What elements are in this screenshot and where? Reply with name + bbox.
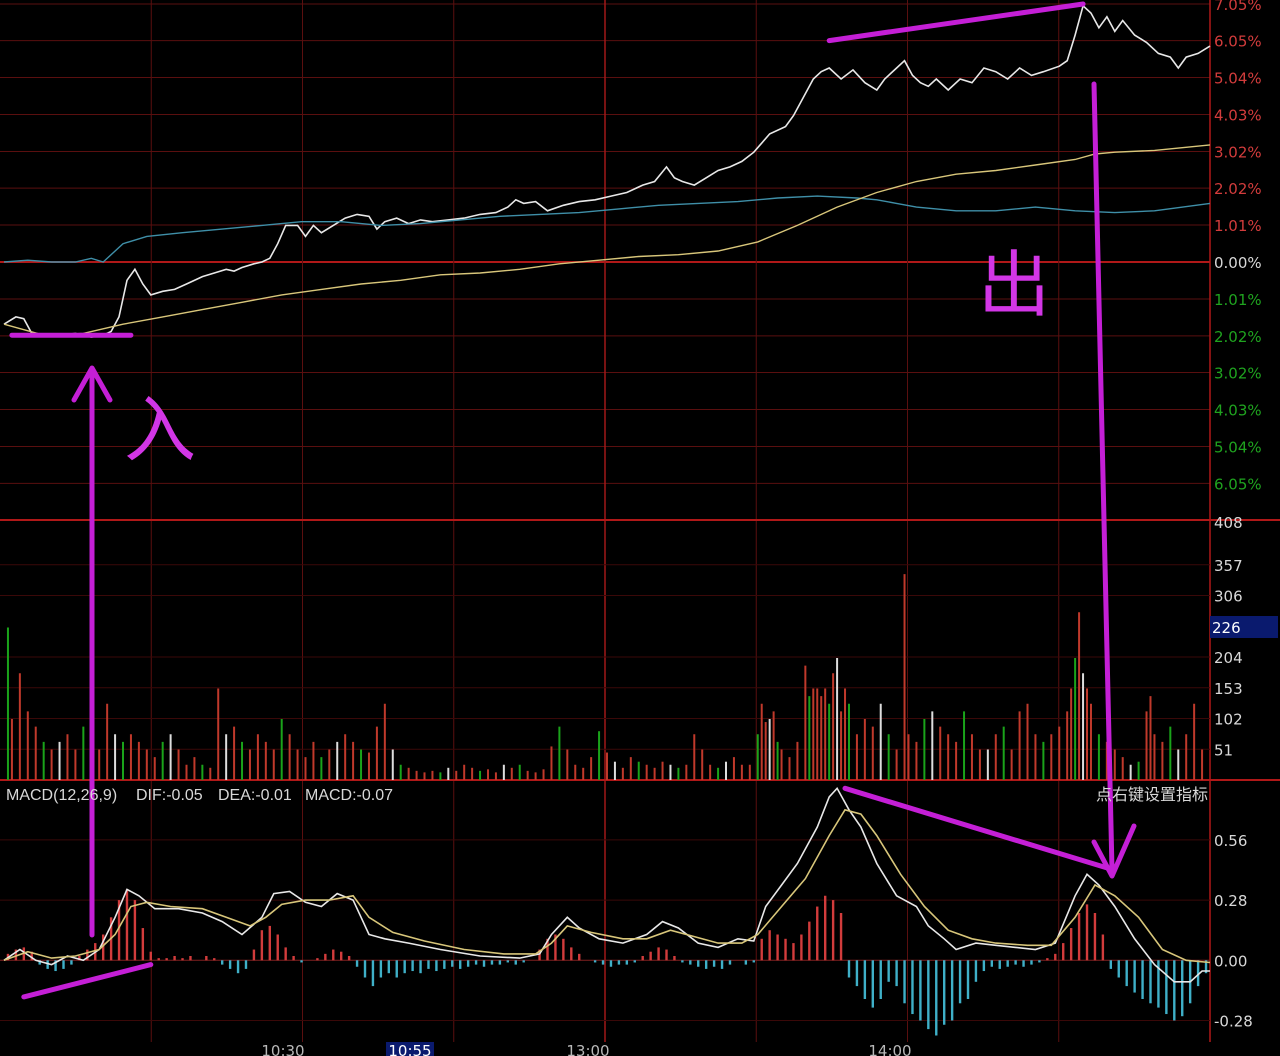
indicator-settings-hint[interactable]: 点右键设置指标 <box>1096 785 1208 804</box>
price-tick-label: 1.01% <box>1214 291 1262 309</box>
sell-annotation-label: 出 <box>978 243 1050 327</box>
x-tick-label: 14:00 <box>868 1042 911 1056</box>
macd-tick-label: 0.56 <box>1214 832 1247 850</box>
price-tick-label: 3.02% <box>1214 365 1262 383</box>
macd-dea-label: DEA:-0.01 <box>218 787 292 804</box>
price-trend-annotation <box>826 1 1086 44</box>
hand-drawn-annotations <box>9 1 1137 1000</box>
series-lines <box>3 4 1211 983</box>
macd-dea-line <box>3 808 1211 964</box>
volume-tick-label: 204 <box>1214 649 1243 667</box>
price-tick-label: 5.04% <box>1214 70 1262 88</box>
sell-arrow <box>1091 81 1137 879</box>
macd-tick-label: 0.28 <box>1214 892 1247 910</box>
macd-tick-label: -0.28 <box>1214 1013 1253 1031</box>
price-series-line <box>3 195 1211 263</box>
volume-bars <box>6 574 1204 780</box>
price-tick-label: 6.05% <box>1214 475 1262 493</box>
volume-tick-label: 102 <box>1214 711 1243 729</box>
volume-current-value: 226 <box>1212 619 1241 637</box>
buy-annotation-label: 入 <box>124 388 196 472</box>
macd-trend-annotation <box>842 785 1110 871</box>
price-tick-label: 0.00% <box>1214 254 1262 272</box>
volume-tick-label: 357 <box>1214 557 1243 575</box>
macd-trend-annotation <box>21 962 154 1000</box>
volume-current-badge <box>1210 616 1278 638</box>
price-series-line <box>3 4 1211 338</box>
macd-title: MACD(12,26,9) <box>6 787 117 804</box>
x-tick-label: 10:55 <box>388 1042 431 1056</box>
price-tick-label: 4.03% <box>1214 401 1262 419</box>
price-tick-label: 2.02% <box>1214 328 1262 346</box>
price-tick-label: 4.03% <box>1214 107 1262 125</box>
x-tick-highlight <box>386 1042 434 1056</box>
volume-tick-label: 408 <box>1214 514 1243 532</box>
macd-value-label: MACD:-0.07 <box>305 787 393 804</box>
price-tick-label: 1.01% <box>1214 217 1262 235</box>
macd-dif-label: DIF:-0.05 <box>136 787 203 804</box>
axis-labels: 7.05% 6.05% 5.04% 4.03% 3.02% 2.02% 1.01% 0.00%… <box>261 0 1262 1056</box>
buy-arrow <box>71 365 113 938</box>
price-tick-label: 5.04% <box>1214 438 1262 456</box>
macd-dif-line <box>3 786 1210 983</box>
x-tick-label: 10:30 <box>261 1042 304 1056</box>
volume-tick-label: 51 <box>1214 741 1233 759</box>
price-tick-label: 7.05% <box>1214 0 1262 14</box>
macd-histogram <box>6 889 1208 1036</box>
volume-tick-label: 306 <box>1214 588 1243 606</box>
price-tick-label: 3.02% <box>1214 143 1262 161</box>
volume-tick-label: 153 <box>1214 680 1243 698</box>
price-tick-label: 2.02% <box>1214 180 1262 198</box>
macd-tick-label: 0.00 <box>1214 952 1247 970</box>
price-series-line <box>3 144 1211 336</box>
price-tick-label: 6.05% <box>1214 33 1262 51</box>
x-tick-label: 13:00 <box>566 1042 609 1056</box>
